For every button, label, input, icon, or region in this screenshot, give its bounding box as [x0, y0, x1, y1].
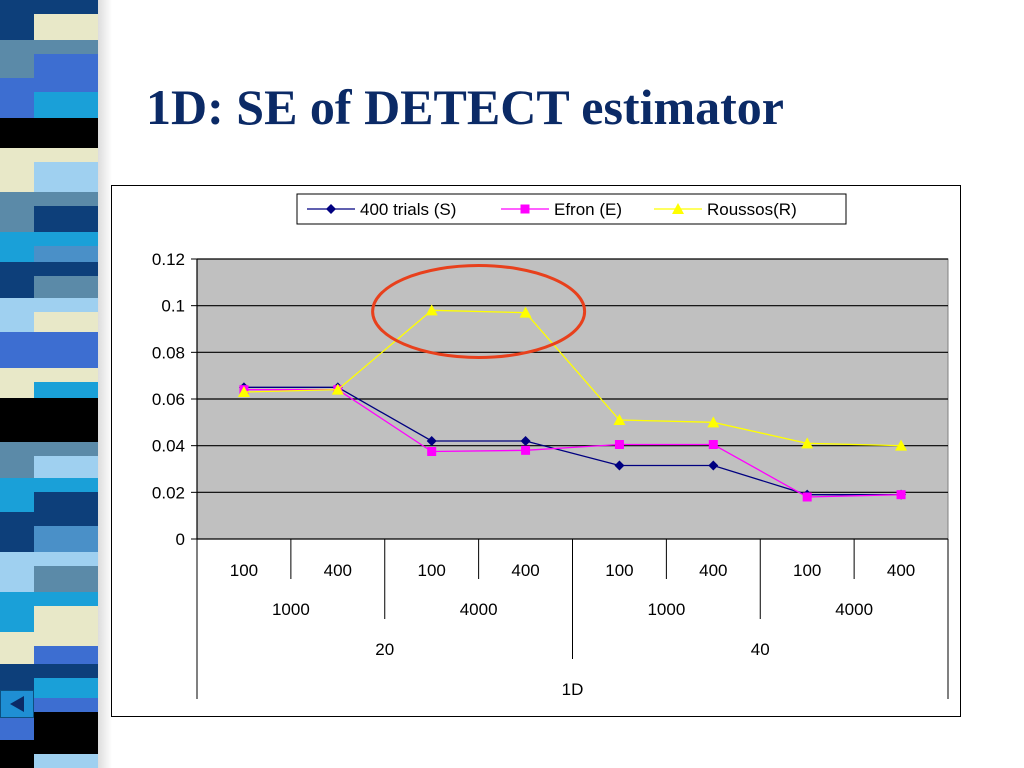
x-group-label-level2: 4000 — [460, 600, 498, 619]
data-point-triangle — [425, 304, 438, 316]
stripe-segment — [34, 92, 98, 118]
y-tick-label: 0.08 — [152, 343, 185, 362]
data-point-square — [896, 490, 906, 500]
legend-marker-diamond — [326, 204, 336, 214]
x-tick-label: 100 — [230, 561, 258, 580]
data-point-square — [614, 440, 624, 449]
data-point-triangle — [519, 306, 532, 318]
chart-frame: 0 0.02 0.04 0.06 0.08 0.1 0.12 100 400 100 400 100 4… — [111, 185, 961, 717]
data-point-triangle — [613, 414, 626, 425]
data-point-square — [521, 445, 531, 455]
data-point-diamond — [708, 460, 719, 471]
stripe-segment — [34, 526, 98, 552]
legend-label: Roussos(R) — [707, 200, 797, 219]
y-tick-label: 0.04 — [152, 437, 185, 456]
x-group-label-level2: 4000 — [835, 600, 873, 619]
legend-label: Efron (E) — [554, 200, 622, 219]
stripe-segment — [34, 492, 98, 512]
data-point-triangle — [801, 437, 814, 449]
y-tick-label: 0.1 — [161, 297, 185, 316]
x-tick-label: 100 — [418, 561, 446, 580]
stripe-segment — [34, 646, 98, 664]
slide-title: 1D: SE of DETECT estimator — [146, 79, 784, 135]
back-button[interactable] — [0, 690, 34, 718]
stripe-segment — [34, 712, 98, 740]
series-line — [243, 389, 902, 498]
data-point-triangle — [707, 416, 720, 428]
stripe-segment — [34, 276, 98, 298]
x-tick-label: 100 — [793, 561, 821, 580]
highlight-ellipse — [371, 264, 587, 359]
line-chart: 0 0.02 0.04 0.06 0.08 0.1 0.12 100 400 100 400 100 4… — [152, 193, 949, 699]
data-point-diamond — [520, 436, 531, 446]
triangle-left-icon — [10, 696, 24, 712]
series-line — [243, 386, 902, 496]
y-tick-label: 0.06 — [152, 390, 185, 409]
x-tick-label: 400 — [324, 561, 352, 580]
stripe-segment — [34, 456, 98, 478]
stripe-segment — [34, 678, 98, 698]
stripe-segment — [34, 132, 98, 148]
x-group-label-level2: 1000 — [647, 600, 685, 619]
x-tick-label: 400 — [511, 561, 539, 580]
x-tick-label: 400 — [699, 561, 727, 580]
stripe-segment — [34, 382, 98, 398]
y-tick-label: 0.12 — [152, 250, 185, 269]
stripe-segment — [34, 246, 98, 262]
stripe-segment — [34, 412, 98, 442]
data-point-triangle — [237, 386, 250, 397]
stripe-segment — [34, 346, 98, 368]
legend-label: 400 trials (S) — [360, 200, 456, 219]
series-line — [243, 309, 902, 447]
stripe-segment — [34, 312, 98, 332]
data-point-square — [427, 447, 437, 456]
y-tick-label: 0 — [176, 530, 185, 549]
x-tick-label: 400 — [887, 561, 915, 580]
legend-marker-triangle — [672, 203, 684, 214]
x-group-label-level3: 40 — [751, 640, 770, 659]
stripe-segment — [34, 206, 98, 232]
stripe-shadow — [96, 0, 112, 768]
data-point-diamond — [426, 436, 437, 446]
data-point-square — [802, 492, 812, 502]
data-point-square — [708, 440, 718, 449]
stripe-segment — [34, 754, 98, 768]
data-point-triangle — [331, 383, 344, 395]
stripe-segment — [34, 54, 98, 78]
stripe-segment — [34, 14, 98, 40]
data-point-diamond — [614, 460, 625, 471]
x-tick-label: 100 — [605, 561, 633, 580]
stripe-segment — [34, 606, 98, 632]
y-tick-label: 0.02 — [152, 483, 185, 502]
legend-marker-square — [520, 204, 530, 214]
decorative-stripe-bar — [0, 0, 112, 768]
stripe-segment — [34, 162, 98, 192]
stripe-segment — [34, 566, 98, 592]
legend-box — [296, 193, 847, 225]
data-point-triangle — [895, 439, 908, 451]
x-group-label-level3: 20 — [375, 640, 394, 659]
x-group-label-level2: 1000 — [272, 600, 310, 619]
x-axis-title: 1D — [562, 680, 584, 699]
